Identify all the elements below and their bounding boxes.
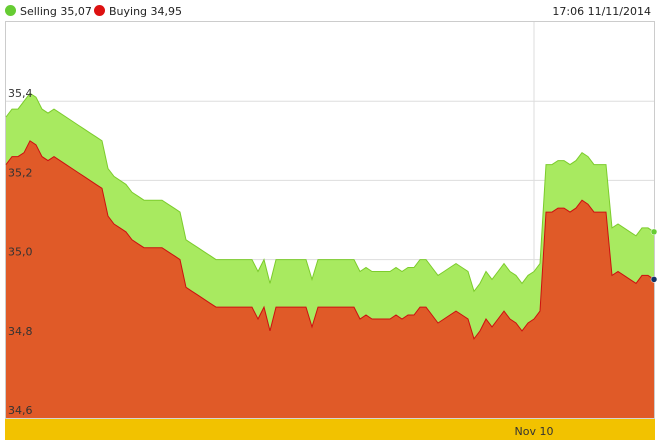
- last-point-selling[interactable]: [650, 228, 658, 236]
- legend-selling-label: Selling 35,07: [20, 5, 92, 18]
- buying-dot-icon: [94, 5, 105, 16]
- legend-selling[interactable]: Selling 35,07: [5, 5, 92, 19]
- y-tick-label-1: 35,2: [8, 166, 33, 179]
- legend-buying[interactable]: Buying 34,95: [94, 5, 182, 19]
- y-tick-label-0: 35,4: [8, 87, 33, 100]
- legend-buying-label: Buying 34,95: [109, 5, 183, 18]
- series-area-buying: [6, 140, 654, 419]
- last-point-buying[interactable]: [650, 276, 658, 283]
- x-tick-label-0: Nov 10: [515, 425, 554, 438]
- selling-dot-icon: [5, 5, 16, 16]
- y-tick-label-2: 35,0: [8, 246, 33, 259]
- series-line-buying: [5, 140, 655, 340]
- y-tick-label-3: 34,8: [8, 325, 33, 338]
- y-tick-label-4: 34,6: [8, 404, 33, 417]
- x-axis-band: [5, 419, 655, 440]
- series-line-selling: [5, 92, 655, 293]
- timestamp: 17:06 11/11/2014: [552, 5, 651, 18]
- chart-header: Selling 35,07 Buying 34,95 17:06 11/11/2…: [0, 0, 659, 22]
